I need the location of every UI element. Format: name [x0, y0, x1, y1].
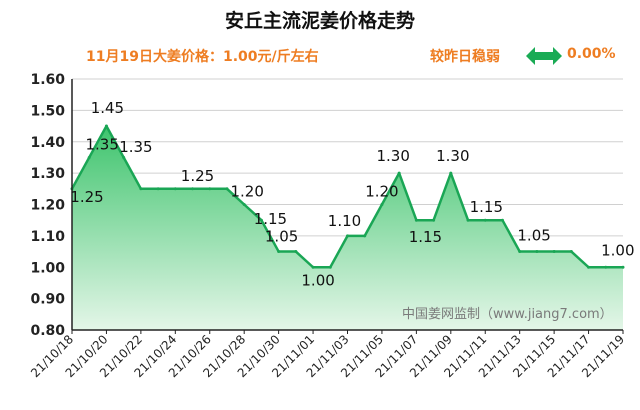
data-point	[518, 250, 522, 254]
y-tick-label: 1.20	[30, 198, 65, 214]
data-point	[173, 187, 177, 191]
data-label: 1.00	[301, 271, 334, 289]
x-tick-labels: 21/10/1821/10/2021/10/2221/10/2421/10/26…	[28, 332, 627, 380]
y-tick-label: 0.90	[30, 292, 65, 308]
data-point	[294, 250, 298, 254]
data-point	[500, 218, 504, 222]
data-label: 1.20	[230, 183, 263, 201]
data-labels: 1.251.351.451.351.251.201.151.051.001.10…	[70, 99, 634, 289]
data-label: 1.30	[436, 147, 469, 165]
data-point	[346, 234, 349, 238]
axes	[71, 79, 624, 334]
data-label: 1.35	[119, 138, 152, 156]
data-point	[104, 124, 108, 128]
data-point	[191, 187, 195, 191]
data-point	[225, 187, 229, 191]
data-point	[122, 155, 126, 159]
area-series	[70, 124, 625, 330]
data-point	[414, 218, 418, 222]
price-note: 11月19日大姜价格：1.00元/斤左右	[86, 49, 319, 65]
data-label: 1.05	[517, 227, 550, 245]
y-tick-label: 1.40	[30, 135, 65, 151]
data-point	[259, 218, 263, 222]
y-tick-label: 1.60	[30, 72, 65, 88]
data-point	[156, 187, 160, 191]
data-label: 1.15	[254, 210, 287, 228]
data-point	[552, 250, 556, 254]
data-label: 1.35	[85, 135, 118, 153]
data-point	[535, 250, 539, 254]
y-tick-label: 1.00	[30, 260, 65, 276]
data-point	[449, 171, 453, 175]
data-label: 1.10	[328, 212, 361, 230]
data-point	[139, 187, 143, 191]
data-point	[397, 171, 401, 175]
data-label: 1.15	[470, 198, 503, 216]
double-arrow-icon	[526, 47, 562, 69]
area-fill	[72, 126, 623, 330]
data-point	[432, 218, 436, 222]
data-label: 1.30	[376, 147, 409, 165]
data-point	[242, 203, 246, 206]
y-tick-label: 1.30	[30, 166, 65, 182]
trend-note: 较昨日稳弱	[430, 49, 500, 65]
data-point	[569, 250, 573, 254]
data-point	[277, 250, 281, 254]
data-point	[363, 234, 367, 238]
data-label: 1.25	[70, 188, 103, 206]
y-tick-label: 1.50	[30, 103, 65, 119]
data-point	[380, 203, 384, 206]
change-percent: 0.00%	[567, 46, 616, 62]
data-label: 1.20	[365, 183, 398, 201]
data-label: 1.15	[409, 228, 442, 246]
data-label: 1.25	[181, 167, 214, 185]
data-point	[604, 265, 608, 269]
data-label: 1.05	[265, 228, 298, 246]
y-tick-labels: 0.80 0.90 1.00 1.10 1.20 1.30 1.40 1.50 1.60	[30, 72, 65, 339]
data-point	[208, 187, 212, 191]
data-point	[328, 265, 332, 269]
data-point	[87, 155, 91, 159]
data-label: 1.45	[91, 99, 124, 117]
data-point	[621, 265, 625, 269]
watermark: 中国姜网监制（www.jiang7.com）	[402, 307, 613, 322]
y-tick-label: 0.80	[30, 323, 65, 339]
data-point	[483, 218, 487, 222]
data-label: 1.00	[601, 241, 634, 259]
data-point	[311, 265, 315, 269]
data-point	[466, 218, 470, 222]
chart-title: 安丘主流泥姜价格走势	[224, 10, 415, 32]
y-tick-label: 1.10	[30, 229, 65, 245]
data-point	[587, 265, 591, 269]
